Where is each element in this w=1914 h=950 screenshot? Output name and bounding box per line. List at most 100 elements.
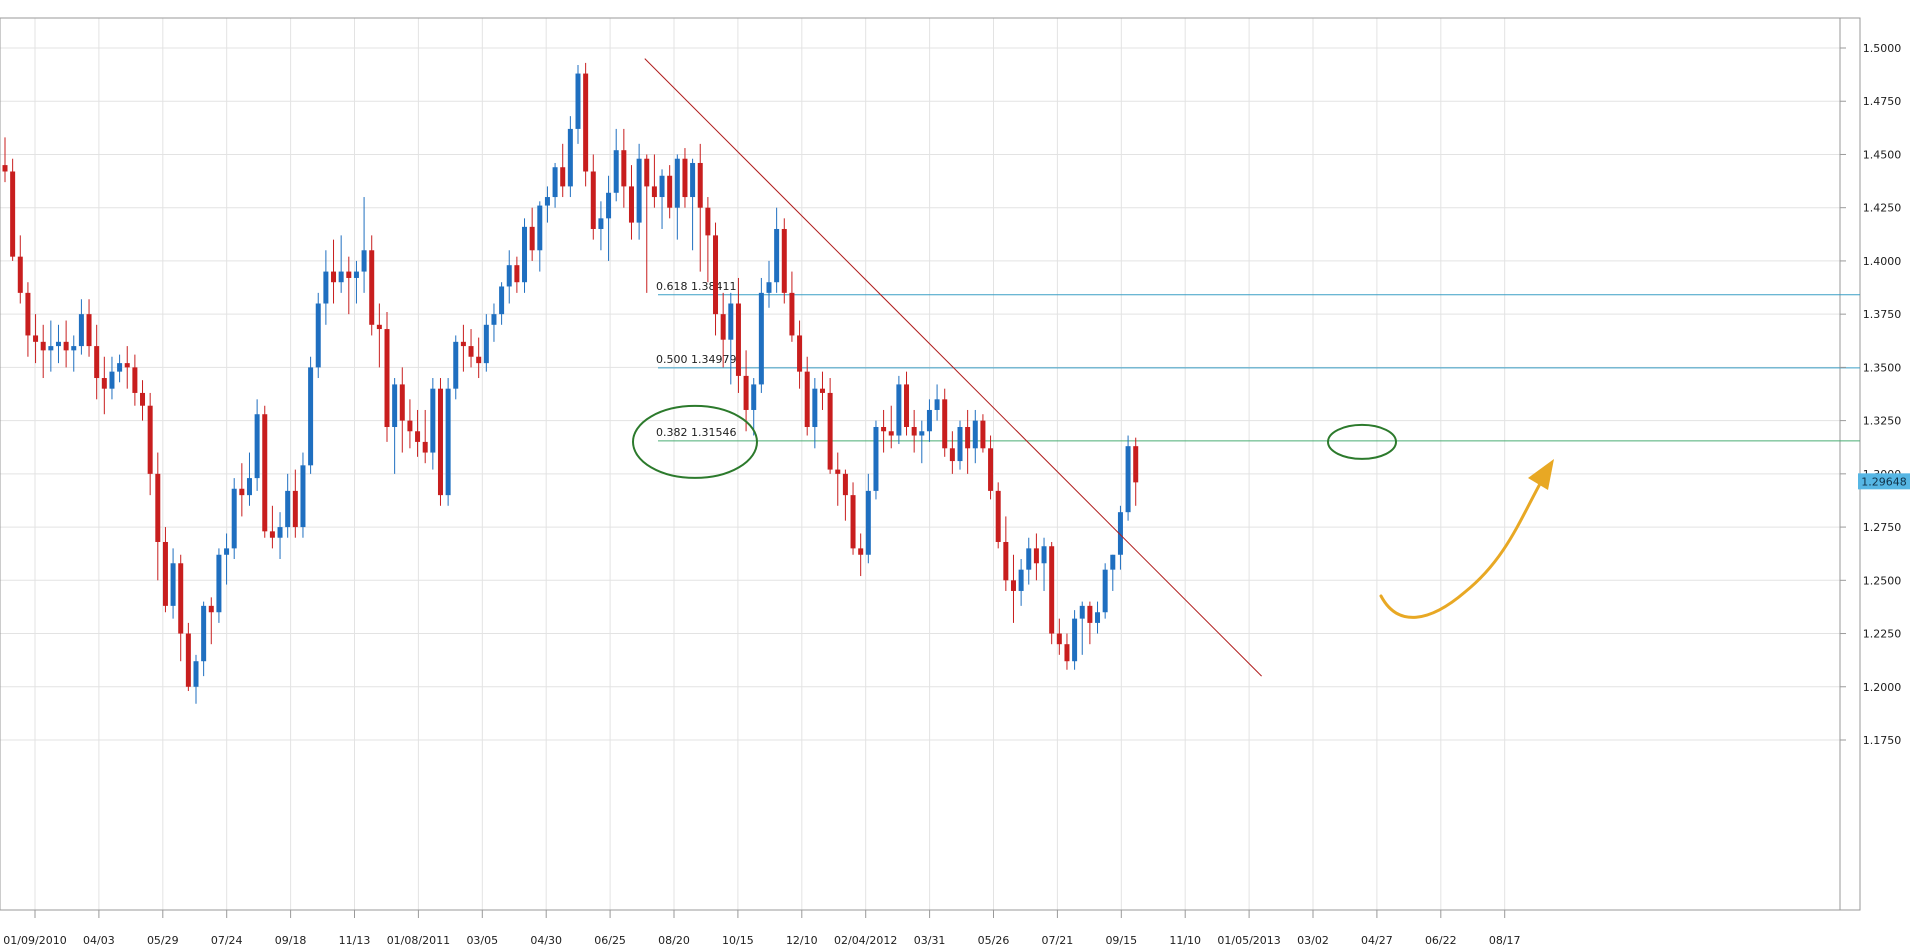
- candle-body: [804, 371, 810, 428]
- x-tick-label: 01/09/2010: [3, 934, 66, 947]
- candle-body: [628, 186, 634, 223]
- candle-body: [162, 541, 168, 606]
- candle-body: [659, 175, 665, 198]
- x-tick-label: 07/24: [211, 934, 243, 947]
- candle-body: [338, 271, 344, 283]
- candle-body: [957, 427, 963, 462]
- candle-body: [269, 531, 275, 538]
- candle-body: [560, 167, 566, 187]
- candle-body: [544, 197, 550, 206]
- candle-body: [292, 490, 298, 528]
- candle-body: [315, 303, 321, 368]
- candle-body: [575, 73, 581, 129]
- y-tick-label: 1.2250: [1863, 628, 1902, 641]
- candle-body: [873, 427, 879, 491]
- candle-body: [621, 150, 627, 187]
- candle-body: [1117, 512, 1123, 555]
- candle-body: [774, 228, 780, 283]
- candle-body: [476, 356, 482, 364]
- candle-body: [453, 341, 459, 389]
- candle-body: [896, 384, 902, 436]
- x-tick-label: 07/21: [1042, 934, 1074, 947]
- candle-body: [949, 448, 955, 462]
- candle-body: [407, 420, 413, 432]
- candle-body: [988, 448, 994, 491]
- candle-body: [1125, 446, 1131, 513]
- candle-body: [1041, 546, 1047, 564]
- candle-body: [117, 363, 123, 372]
- candle-body: [201, 605, 207, 662]
- candle-body: [812, 388, 818, 428]
- x-tick-label: 02/04/2012: [834, 934, 897, 947]
- candle-body: [124, 363, 130, 368]
- candle-body: [40, 341, 46, 351]
- candle-body: [934, 399, 940, 410]
- candle-body: [361, 250, 367, 272]
- candle-body: [499, 286, 505, 315]
- candle-body: [300, 465, 306, 528]
- x-tick-label: 10/15: [722, 934, 754, 947]
- candle-body: [2, 165, 8, 172]
- candle-body: [147, 405, 153, 474]
- y-tick-label: 1.2500: [1863, 574, 1902, 587]
- candle-body: [636, 158, 642, 223]
- candle-body: [1056, 633, 1062, 645]
- candle-body: [384, 329, 390, 428]
- candle-body: [346, 271, 352, 278]
- candle-body: [208, 605, 214, 613]
- last-price-label: 1.29648: [1861, 475, 1907, 488]
- candle-body: [1095, 612, 1101, 623]
- candle-body: [751, 384, 757, 410]
- x-tick-label: 03/31: [914, 934, 946, 947]
- candle-body: [1018, 569, 1024, 591]
- candle-body: [728, 303, 734, 340]
- candle-body: [101, 378, 107, 389]
- candle-body: [430, 388, 436, 453]
- x-tick-label: 09/18: [275, 934, 307, 947]
- x-tick-label: 11/10: [1169, 934, 1201, 947]
- candle-body: [246, 478, 252, 496]
- candle-body: [827, 392, 833, 470]
- x-tick-label: 03/02: [1297, 934, 1329, 947]
- candle-body: [690, 162, 696, 198]
- candle-body: [392, 384, 398, 428]
- candle-body: [185, 633, 191, 687]
- candle-body: [781, 228, 787, 293]
- x-tick-label: 01/08/2011: [387, 934, 450, 947]
- x-tick-label: 03/05: [466, 934, 498, 947]
- candle-body: [1003, 541, 1009, 581]
- annotation-circle-price: [1327, 423, 1397, 460]
- candle-body: [766, 282, 772, 293]
- candle-body: [674, 158, 680, 208]
- candle-body: [858, 548, 864, 555]
- candle-body: [491, 314, 497, 325]
- candle-body: [239, 488, 245, 496]
- candle-body: [705, 207, 711, 236]
- candle-body: [735, 303, 741, 376]
- candle-body: [819, 388, 825, 393]
- candle-body: [415, 431, 421, 442]
- candle-body: [308, 367, 314, 466]
- candle-body: [514, 265, 520, 283]
- x-tick-label: 11/13: [339, 934, 371, 947]
- projection-arrow-head: [1528, 459, 1554, 490]
- x-tick-label: 06/22: [1425, 934, 1457, 947]
- projection-arrow: [1379, 480, 1543, 619]
- trendline: [644, 58, 1262, 677]
- candle-body: [399, 384, 405, 421]
- candle-body: [682, 158, 688, 198]
- candle-body: [216, 554, 222, 613]
- candle-body: [911, 427, 917, 436]
- x-tick-label: 08/20: [658, 934, 690, 947]
- candle-body: [193, 661, 199, 687]
- candle-body: [926, 409, 932, 432]
- candle-body: [537, 205, 543, 251]
- candle-body: [155, 473, 161, 542]
- candle-body: [942, 399, 948, 449]
- fib-level-label: 0.500 1.34979: [656, 353, 736, 366]
- y-tick-label: 1.3500: [1863, 361, 1902, 374]
- x-tick-label: 04/30: [530, 934, 562, 947]
- candle-body: [468, 346, 474, 357]
- candle-body: [369, 250, 375, 325]
